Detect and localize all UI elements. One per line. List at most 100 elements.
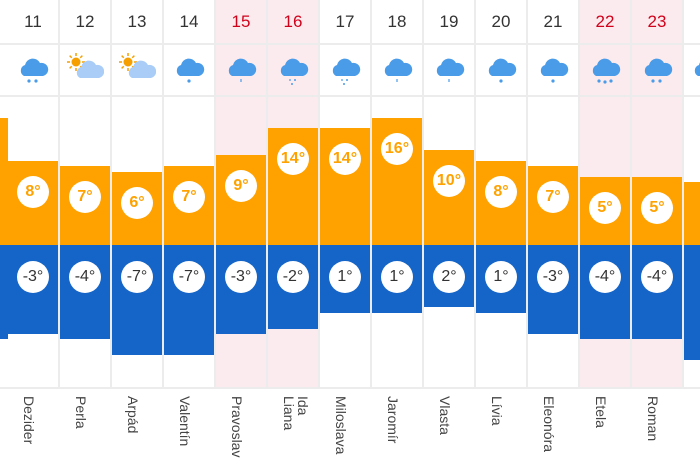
day-column-12[interactable]: 12 7° -4° Perla xyxy=(60,0,112,429)
snow-1-icon xyxy=(482,52,520,90)
high-temp-label: 6° xyxy=(121,186,153,219)
low-temp-label: 1° xyxy=(381,261,413,293)
low-temp-bar xyxy=(684,245,700,361)
name-day-label: Etela xyxy=(593,396,609,428)
high-temp-bar xyxy=(0,117,8,245)
name-day-label: Eleonóra xyxy=(541,396,557,453)
day-number: 17 xyxy=(335,12,355,31)
high-temp-label: 10° xyxy=(433,165,465,197)
day-number: 21 xyxy=(543,12,563,31)
name-day: Perla xyxy=(60,396,110,467)
day-column-18[interactable]: 18 16° 1° Jaromír xyxy=(372,0,424,443)
partly-sunny-icon xyxy=(66,52,105,90)
high-temp-label: 9° xyxy=(225,170,257,203)
name-day-label: Lívia xyxy=(489,396,505,426)
day-column-14[interactable]: 14 7° -7° Valentín xyxy=(164,0,216,446)
high-temp-label: 8° xyxy=(485,175,517,208)
high-temp-label: 7° xyxy=(69,181,101,214)
day-number: 20 xyxy=(491,12,511,31)
low-temp-label: -7° xyxy=(173,261,205,293)
partly-sunny-icon xyxy=(118,52,157,90)
day-column-23[interactable]: 23 5° -4° Roman xyxy=(632,0,684,441)
snow-1-icon xyxy=(170,52,208,90)
day-number: 14 xyxy=(179,12,199,31)
name-day-label: Dezider xyxy=(21,396,37,445)
day-number: 19 xyxy=(439,12,459,31)
day-number: 12 xyxy=(75,12,95,31)
snow-1-icon xyxy=(534,52,572,90)
name-day: Etela xyxy=(580,396,630,467)
low-temp-label: -2° xyxy=(277,261,309,293)
partial-day-column[interactable] xyxy=(0,0,8,389)
name-day-label: Valentín xyxy=(177,396,193,447)
day-number: 15 xyxy=(231,12,251,31)
day-column-16[interactable]: 16 14° -2° Ida Liana xyxy=(268,0,320,430)
name-day-label: Perla xyxy=(73,396,89,429)
day-column-11[interactable]: 11 8° -3° Dezider xyxy=(8,0,60,444)
high-temp-bar xyxy=(684,182,700,245)
high-temp-label: 14° xyxy=(277,143,309,176)
name-day: Miloslava xyxy=(320,396,370,467)
low-temp-label: 2° xyxy=(433,261,465,293)
snow-2-icon xyxy=(638,52,676,90)
high-temp-label: 8° xyxy=(17,175,49,208)
divider xyxy=(0,387,700,389)
snow-3-icon xyxy=(586,52,624,90)
high-temp-label: 5° xyxy=(641,192,673,224)
high-temp-label: 5° xyxy=(589,192,621,224)
sleet-icon xyxy=(274,52,312,90)
day-column-21[interactable]: 21 7° -3° Eleonóra xyxy=(528,0,580,452)
sleet-icon xyxy=(326,52,364,90)
day-number: 11 xyxy=(24,12,42,31)
name-day: Pravoslav xyxy=(216,396,266,467)
name-day: Arpád xyxy=(112,396,162,467)
name-day-label: Ida Liana xyxy=(281,396,311,431)
low-temp-label: -7° xyxy=(121,261,153,293)
low-temp-label: -3° xyxy=(537,261,569,293)
name-day: Eleonóra xyxy=(528,396,578,467)
name-day-label: Pravoslav xyxy=(229,396,245,458)
low-temp-label: -4° xyxy=(69,261,101,293)
low-temp-label: -3° xyxy=(17,261,49,293)
low-temp-bar xyxy=(0,245,8,340)
day-column-19[interactable]: 19 10° 2° Vlasta xyxy=(424,0,476,435)
day-number: 22 xyxy=(595,12,615,31)
name-day: Lívia xyxy=(476,396,526,467)
day-column-17[interactable]: 17 14° 1° Miloslava xyxy=(320,0,372,454)
high-temp-label: 7° xyxy=(173,181,205,214)
low-temp-label: 1° xyxy=(329,261,361,293)
snow-2-icon xyxy=(14,52,52,90)
high-temp-label: 14° xyxy=(329,143,361,176)
name-day-label: Roman xyxy=(645,396,661,442)
day-column-22[interactable]: 22 5° -4° Etela xyxy=(580,0,632,428)
divider xyxy=(0,95,700,97)
low-temp-label: 1° xyxy=(485,261,517,293)
name-day-label: Jaromír xyxy=(385,396,401,444)
day-column-13[interactable]: 13 6° -7° Arpád xyxy=(112,0,164,433)
name-day: Valentín xyxy=(164,396,214,467)
day-number: 23 xyxy=(647,12,667,31)
high-temp-label: 16° xyxy=(381,132,413,165)
name-day-label: Miloslava xyxy=(333,396,349,455)
name-day: Jaromír xyxy=(372,396,422,467)
rain-icon xyxy=(222,52,260,90)
day-number: 16 xyxy=(283,12,303,31)
day-number: 18 xyxy=(387,12,407,31)
snow-1-icon xyxy=(688,52,700,90)
low-temp-label: -4° xyxy=(589,261,621,293)
partial-day-column[interactable] xyxy=(684,0,700,389)
name-day: Ida Liana xyxy=(268,396,318,467)
name-day: Roman xyxy=(632,396,682,467)
name-day-label: Vlasta xyxy=(437,396,453,435)
rain-icon xyxy=(430,52,468,90)
low-temp-label: -3° xyxy=(225,261,257,293)
day-column-15[interactable]: 15 9° -3° Pravoslav xyxy=(216,0,268,457)
divider xyxy=(0,43,700,45)
low-temp-label: -4° xyxy=(641,261,673,293)
name-day: Vlasta xyxy=(424,396,474,467)
name-day: Dezider xyxy=(8,396,58,467)
high-temp-label: 7° xyxy=(537,181,569,214)
day-column-20[interactable]: 20 8° 1° Lívia xyxy=(476,0,528,426)
name-day-label: Arpád xyxy=(125,396,141,434)
